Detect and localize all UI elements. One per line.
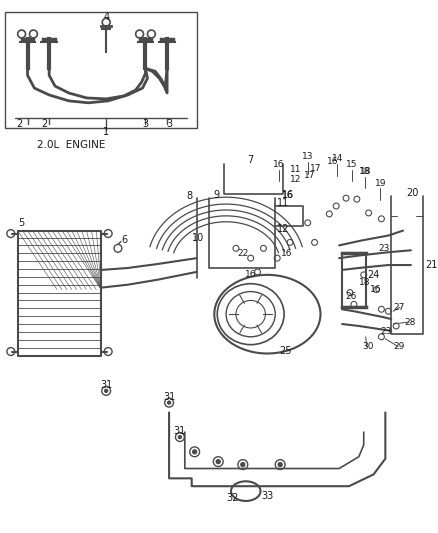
Text: 11: 11: [277, 198, 290, 208]
Text: 4: 4: [103, 12, 109, 22]
Circle shape: [241, 463, 245, 466]
Text: 17: 17: [304, 171, 315, 180]
Circle shape: [278, 463, 282, 466]
Text: 15: 15: [346, 160, 358, 169]
Text: 27: 27: [393, 303, 405, 312]
Text: 23: 23: [379, 244, 390, 253]
Text: 14: 14: [332, 155, 343, 163]
Text: 17: 17: [310, 164, 321, 173]
Text: 31: 31: [163, 392, 175, 402]
Text: 33: 33: [261, 491, 273, 501]
Text: 3: 3: [166, 119, 172, 130]
Text: 13: 13: [302, 152, 314, 161]
Text: 16: 16: [245, 270, 256, 279]
Text: 18: 18: [360, 167, 371, 176]
Text: 26: 26: [345, 292, 357, 301]
Text: 6: 6: [122, 236, 128, 246]
Text: 16: 16: [326, 157, 338, 166]
Circle shape: [178, 435, 181, 439]
Text: 20: 20: [407, 188, 419, 198]
Text: 30: 30: [362, 342, 374, 351]
Circle shape: [193, 450, 197, 454]
Text: 28: 28: [404, 318, 416, 327]
Text: 19: 19: [374, 179, 386, 188]
Text: 10: 10: [192, 232, 205, 243]
Text: 32: 32: [227, 493, 239, 503]
Text: 2: 2: [17, 119, 23, 130]
Text: 16: 16: [282, 191, 294, 200]
Text: 16: 16: [273, 160, 285, 169]
Bar: [5, 12, 197, 128]
Circle shape: [168, 401, 170, 404]
Text: 22: 22: [237, 249, 248, 258]
Circle shape: [105, 390, 108, 392]
Text: 8: 8: [187, 191, 193, 201]
Text: 18: 18: [359, 278, 371, 287]
Text: 2.0L  ENGINE: 2.0L ENGINE: [37, 140, 106, 150]
Circle shape: [216, 459, 220, 464]
Text: 23: 23: [381, 327, 392, 336]
Text: 16: 16: [281, 249, 293, 258]
Text: 29: 29: [393, 342, 405, 351]
Text: 31: 31: [174, 426, 186, 436]
Text: 24: 24: [367, 270, 380, 280]
Text: 12: 12: [290, 175, 302, 184]
Text: 1: 1: [103, 127, 109, 138]
Text: 3: 3: [142, 119, 148, 130]
Text: 9: 9: [213, 190, 219, 200]
Text: 2: 2: [41, 119, 47, 130]
Text: 11: 11: [290, 165, 302, 174]
Text: 21: 21: [426, 260, 438, 270]
Text: 7: 7: [247, 155, 254, 165]
Text: 25: 25: [279, 345, 291, 356]
Text: 16: 16: [282, 190, 294, 200]
Text: 12: 12: [277, 224, 290, 233]
Text: 5: 5: [18, 218, 25, 228]
Text: 18: 18: [359, 167, 371, 176]
Bar: [342, 253, 366, 308]
Text: 16: 16: [370, 285, 381, 294]
Text: 31: 31: [100, 380, 112, 390]
